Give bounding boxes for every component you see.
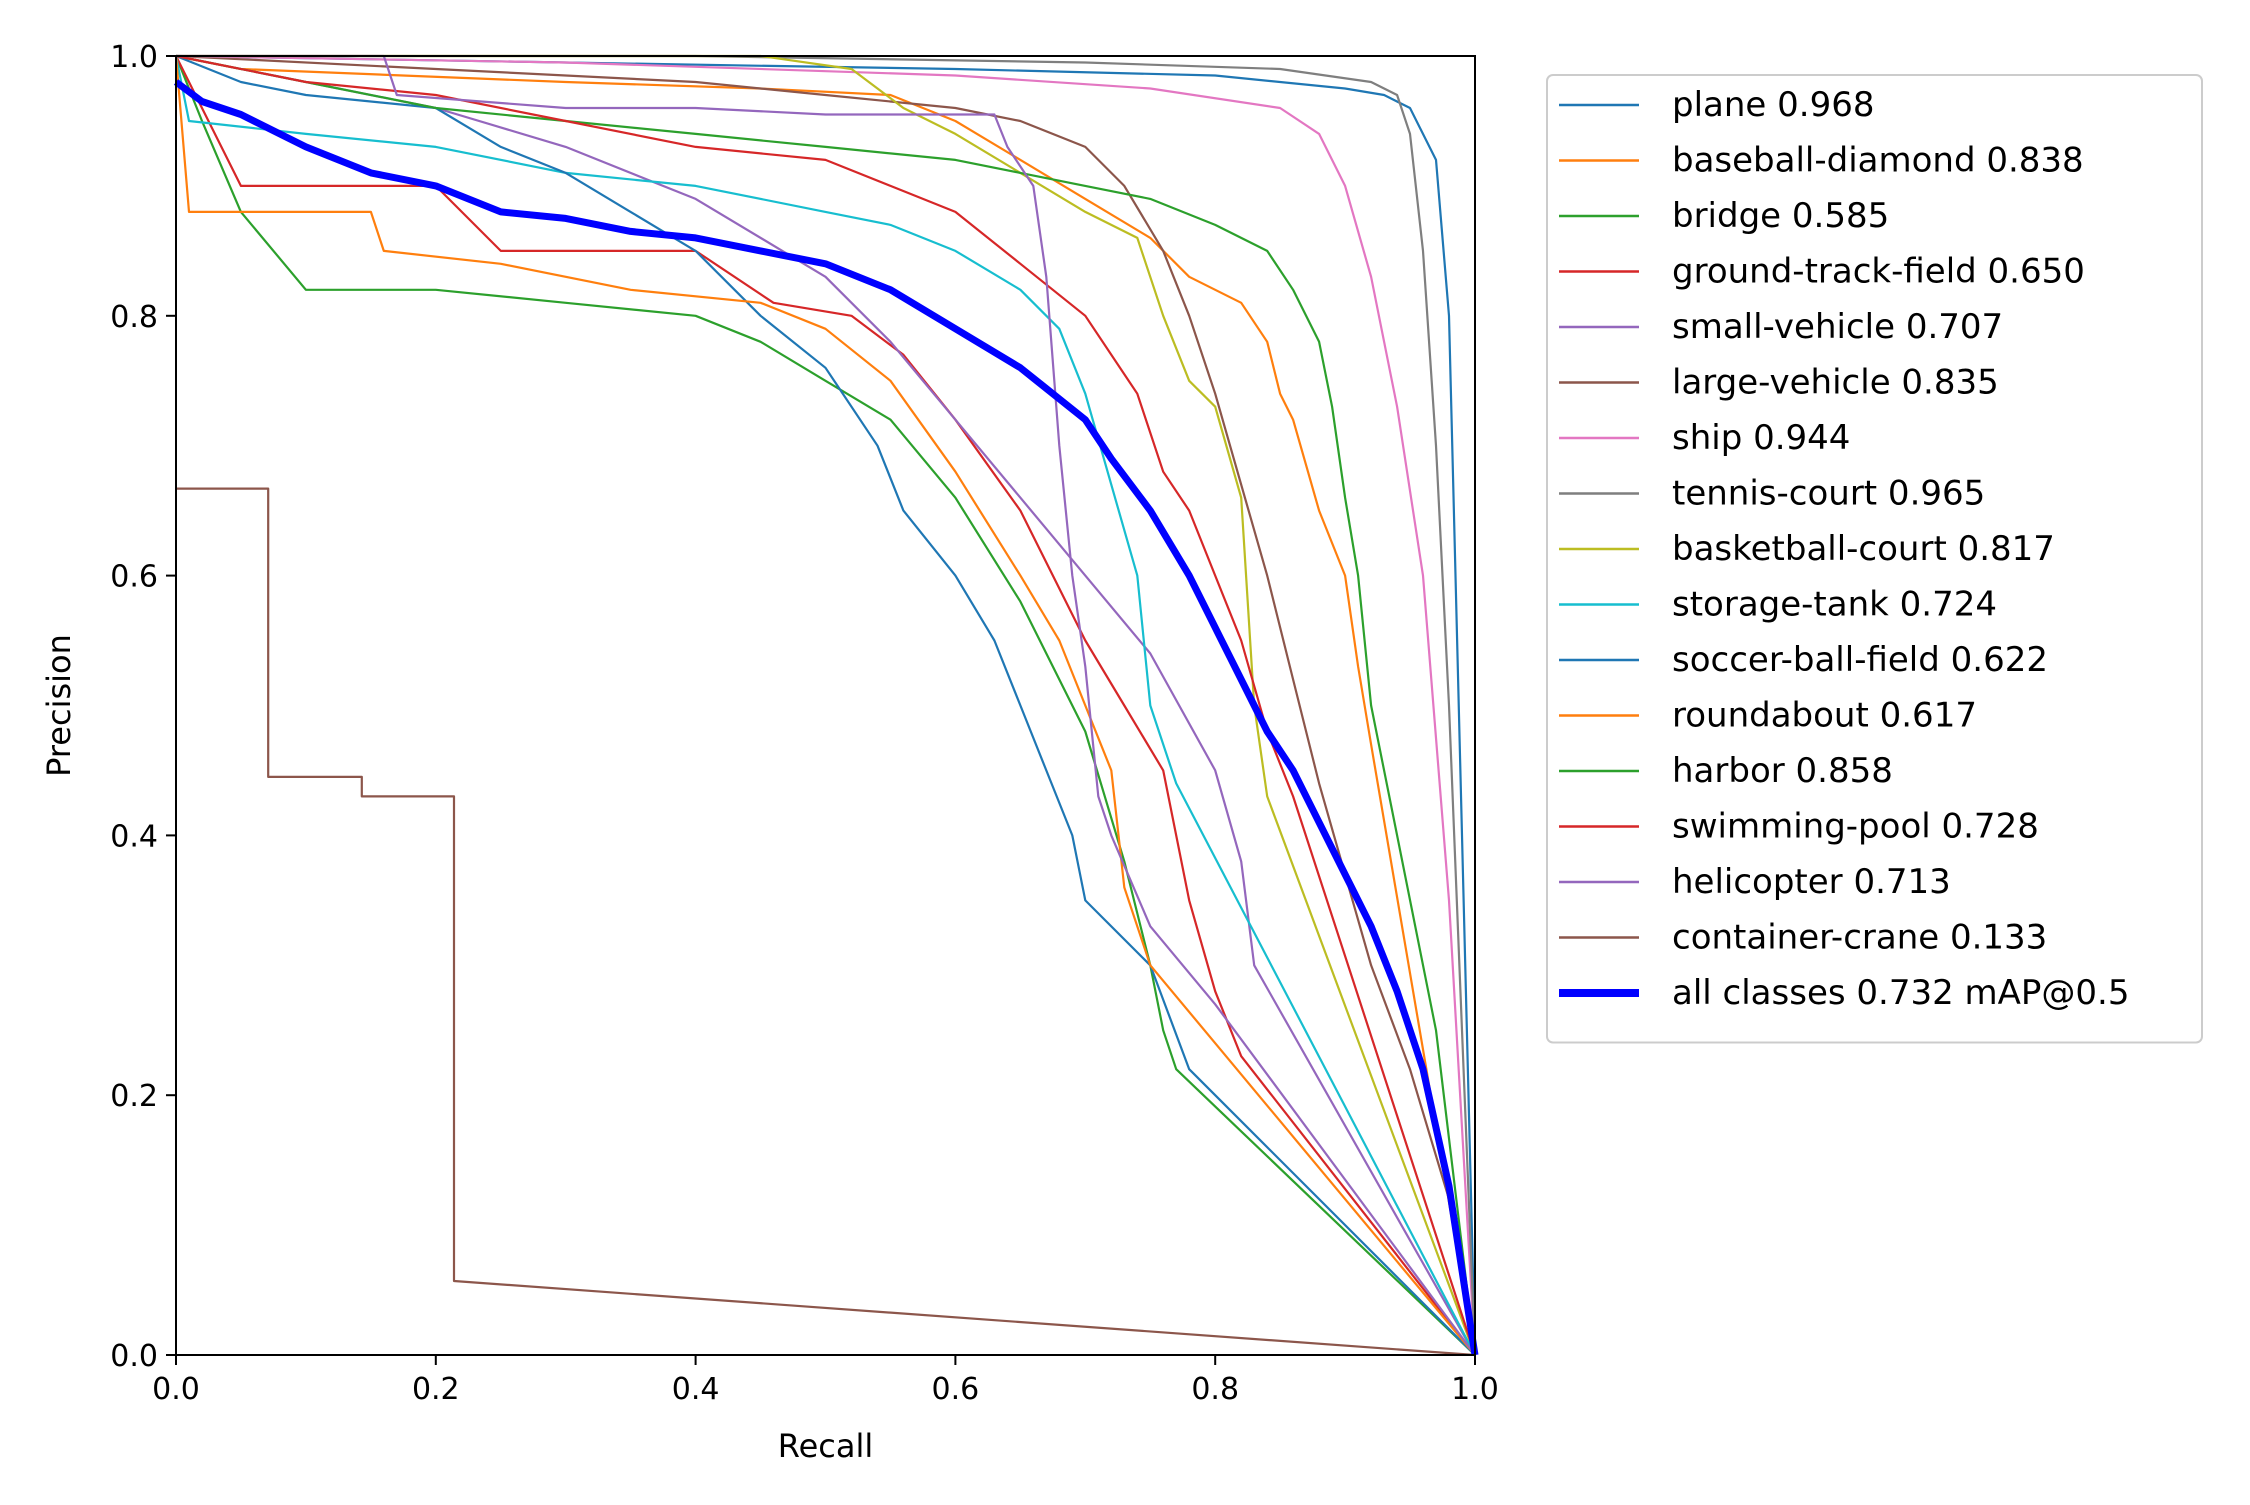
legend: plane 0.968 baseball-diamond 0.838 bridge … — [1546, 74, 2203, 1044]
series-line-10 — [175, 54, 1476, 1356]
series-line-9 — [174, 55, 1476, 1356]
legend-label: tennis-court 0.965 — [1672, 474, 1985, 514]
x-tick-label: 0.6 — [932, 1372, 980, 1407]
x-tick-label: 0.0 — [152, 1372, 200, 1407]
y-axis-label: Precision — [40, 634, 78, 777]
series-line-13 — [175, 54, 1477, 1356]
series-line-8 — [176, 54, 1477, 1356]
x-tick-label: 0.8 — [1191, 1372, 1239, 1407]
plot-area — [173, 54, 1479, 1357]
series-line-6 — [175, 54, 1477, 1356]
series-line-14 — [176, 54, 1476, 1356]
legend-label: basketball-court 0.817 — [1672, 529, 2055, 569]
x-axis-label: Recall — [778, 1427, 873, 1465]
legend-label: small-vehicle 0.707 — [1672, 307, 2003, 347]
series-line-12 — [175, 54, 1477, 1356]
series-line-0 — [175, 54, 1477, 1356]
legend-label: helicopter 0.713 — [1672, 862, 1951, 902]
y-tick-label: 0.8 — [110, 300, 158, 335]
legend-label: harbor 0.858 — [1672, 751, 1893, 791]
y-tick-label: 1.0 — [110, 40, 158, 75]
legend-label: soccer-ball-field 0.622 — [1672, 640, 2048, 680]
legend-label: plane 0.968 — [1672, 85, 1874, 125]
legend-label: container-crane 0.133 — [1672, 918, 2047, 958]
series-line-7 — [176, 54, 1477, 1356]
y-tick-label: 0.6 — [110, 560, 158, 595]
plot-frame — [175, 55, 1476, 1356]
y-tick-label: 0.0 — [110, 1339, 158, 1374]
series-line-5 — [175, 54, 1477, 1356]
y-tick-label: 0.2 — [110, 1079, 158, 1114]
legend-label: storage-tank 0.724 — [1672, 585, 1997, 625]
legend-label: roundabout 0.617 — [1672, 696, 1977, 736]
x-axis: 0.0 0.2 0.4 0.6 0.8 1.0 — [152, 1355, 1499, 1407]
legend-label: all classes 0.732 mAP@0.5 — [1672, 973, 2129, 1013]
legend-label: ship 0.944 — [1672, 418, 1850, 458]
series-line-2 — [174, 55, 1476, 1356]
x-tick-label: 0.4 — [672, 1372, 720, 1407]
legend-label: ground-track-field 0.650 — [1672, 252, 2085, 292]
series-line-16 — [173, 79, 1479, 1356]
legend-box — [1546, 74, 2203, 1044]
y-axis: 0.0 0.2 0.4 0.6 0.8 1.0 — [110, 40, 176, 1374]
legend-label: swimming-pool 0.728 — [1672, 807, 2039, 847]
legend-label: baseball-diamond 0.838 — [1672, 141, 2084, 181]
x-tick-label: 1.0 — [1451, 1372, 1499, 1407]
legend-label: large-vehicle 0.835 — [1672, 363, 1999, 403]
x-tick-label: 0.2 — [412, 1372, 460, 1407]
series-line-11 — [174, 55, 1476, 1356]
series-line-4 — [175, 54, 1476, 1356]
series-line-15 — [176, 487, 1476, 1357]
y-tick-label: 0.4 — [110, 819, 158, 854]
legend-label: bridge 0.585 — [1672, 196, 1889, 236]
